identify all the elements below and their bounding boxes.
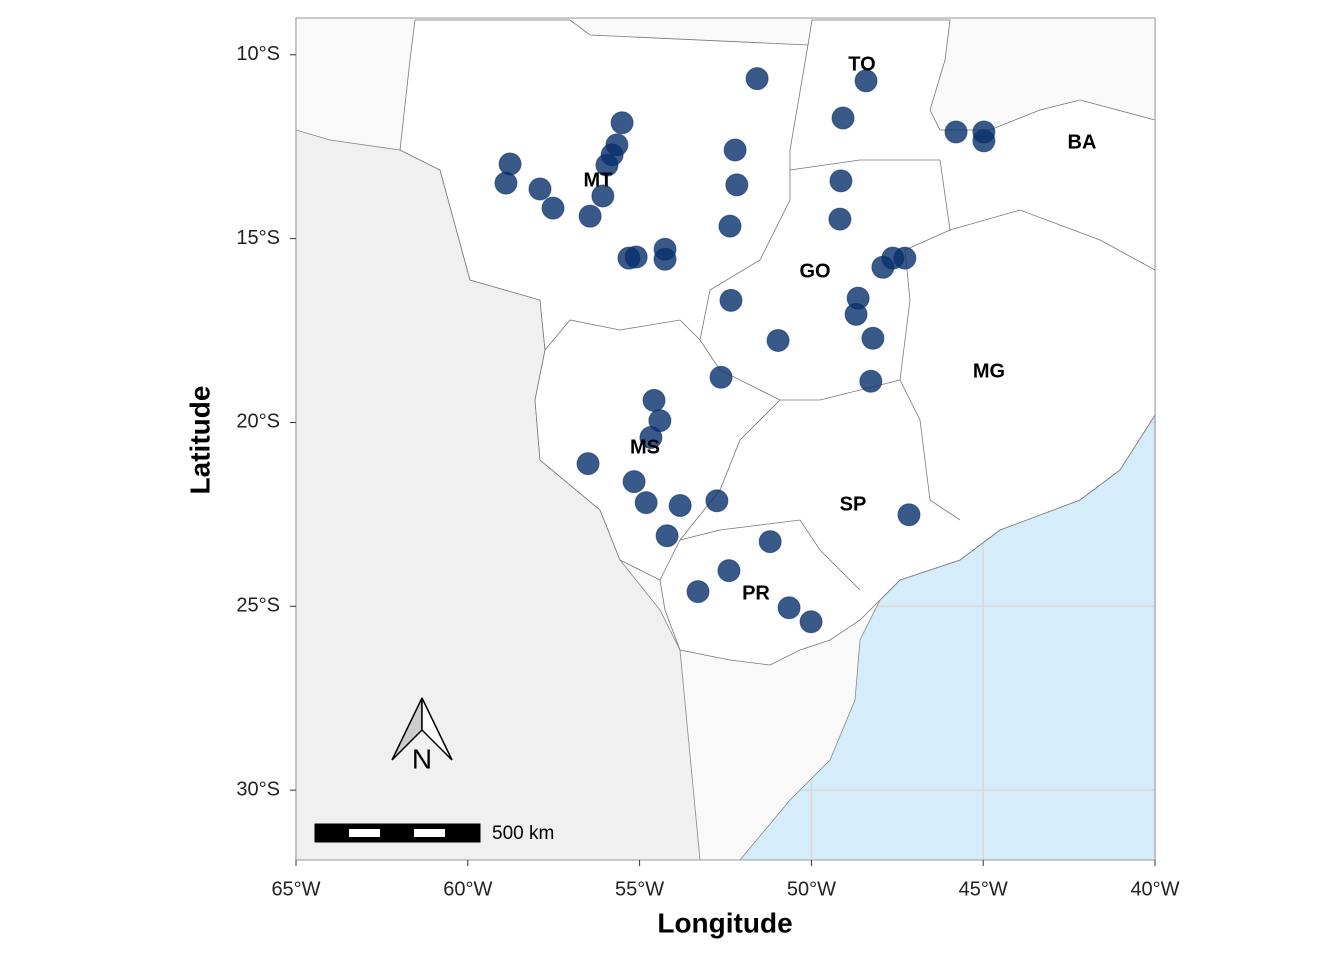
point: [610, 111, 634, 135]
point: [777, 596, 801, 620]
y-tick-label: 10°S: [236, 43, 280, 65]
x-tick-label: 40°W: [1130, 878, 1179, 900]
region-label: GO: [799, 260, 830, 282]
north-label: N: [412, 743, 432, 774]
point: [528, 177, 552, 201]
north-arrow: N: [391, 697, 453, 774]
y-tick-label: 25°S: [236, 595, 280, 617]
region-label: BA: [1068, 131, 1097, 153]
point: [719, 288, 743, 312]
x-tick-label: 50°W: [787, 878, 836, 900]
points: [494, 67, 996, 634]
point: [595, 153, 619, 177]
region-label: TO: [848, 53, 875, 75]
point: [766, 328, 790, 352]
point: [494, 171, 518, 195]
point: [831, 106, 855, 130]
y-tick-label: 15°S: [236, 227, 280, 249]
point: [718, 214, 742, 238]
point: [854, 69, 878, 93]
region-label: SP: [840, 493, 867, 515]
point: [723, 138, 747, 162]
point: [686, 580, 710, 604]
point: [799, 610, 823, 634]
y-axis-title: Latitude: [184, 386, 215, 495]
point: [745, 67, 769, 91]
region-label: MT: [584, 169, 613, 191]
point: [591, 184, 615, 208]
point: [844, 302, 868, 326]
point: [634, 491, 658, 515]
point: [622, 470, 646, 494]
point: [871, 255, 895, 279]
point: [828, 207, 852, 231]
point: [944, 120, 968, 144]
panel-border: [295, 17, 1156, 861]
point: [576, 452, 600, 476]
point: [897, 503, 921, 527]
point: [972, 129, 996, 153]
point: [829, 169, 853, 193]
y-tick-label: 30°S: [236, 778, 280, 800]
region-label: PR: [742, 582, 770, 604]
point: [541, 196, 565, 220]
point: [861, 326, 885, 350]
point: [642, 388, 666, 412]
x-tick-label: 60°W: [443, 878, 492, 900]
region-label: MS: [630, 436, 660, 458]
point: [717, 559, 741, 583]
point: [578, 204, 602, 228]
point: [624, 245, 648, 269]
point: [705, 489, 729, 513]
y-tick-label: 20°S: [236, 411, 280, 433]
scale-bar: 500 km: [314, 823, 554, 844]
point: [653, 247, 677, 271]
point: [498, 152, 522, 176]
point: [709, 365, 733, 389]
region-label: MG: [973, 360, 1005, 382]
point: [639, 426, 663, 450]
point: [655, 524, 679, 548]
x-tick-label: 45°W: [959, 878, 1008, 900]
point: [758, 530, 782, 554]
point: [893, 246, 917, 270]
point: [725, 173, 749, 197]
point: [859, 369, 883, 393]
point: [668, 494, 692, 518]
x-axis-title: Longitude: [657, 907, 792, 938]
x-tick-label: 55°W: [615, 878, 664, 900]
scale-label: 500 km: [492, 823, 554, 844]
x-tick-label: 65°W: [271, 878, 320, 900]
